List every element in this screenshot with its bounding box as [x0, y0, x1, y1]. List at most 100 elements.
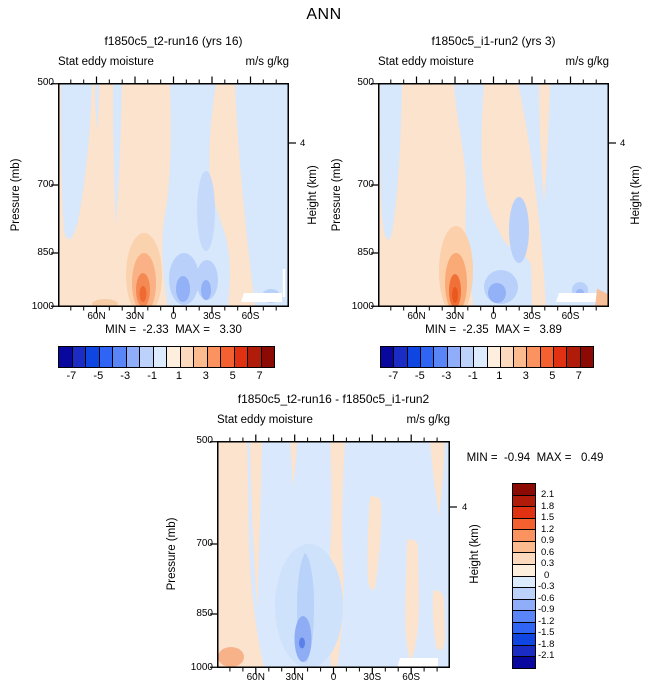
height-tick-label: 4: [620, 138, 626, 149]
y-tick-label: 700: [357, 179, 374, 190]
colorbar-diff: [512, 483, 536, 669]
colorbar-cell: [513, 541, 535, 554]
y-axis-title: Pressure (mb): [10, 158, 22, 232]
y-axis-title: Pressure (mb): [166, 517, 178, 591]
x-tick-label: 0: [330, 672, 337, 683]
colorbar-tick-label: 1: [175, 370, 182, 382]
colorbar-cell: [194, 347, 208, 367]
colorbar-cell: [580, 347, 593, 367]
panel-title-topleft: f1850c5_t2-run16 (yrs 16): [104, 34, 243, 48]
colorbar-cell: [567, 347, 581, 367]
contour-plot-diff: [210, 434, 457, 675]
antarctica-notch: [241, 293, 282, 302]
diff-colorbar-tick-label: -0.3: [538, 581, 555, 592]
x-tick-label: 30S: [203, 311, 221, 322]
colorbar-topright: [380, 346, 594, 368]
colorbar-cell: [72, 347, 86, 367]
height-tick-label: 4: [462, 502, 468, 513]
colorbar-topleft: [58, 346, 275, 368]
contour-field: [58, 83, 289, 307]
x-tick-label: 30S: [363, 672, 382, 683]
colorbar-cell: [113, 347, 127, 367]
colorbar-cell: [513, 530, 535, 542]
colorbar-cell: [474, 347, 488, 367]
panel-title-diff: f1850c5_t2-run16 - f1850c5_i1-run2: [237, 392, 430, 406]
negative-max-cell: [294, 553, 314, 663]
colorbar-cell: [540, 347, 555, 367]
colorbar-cell: [513, 599, 535, 612]
colorbar-tick-label: 7: [575, 370, 582, 382]
diff-colorbar-tick-label: 0: [544, 569, 550, 581]
colorbar-cell: [554, 347, 568, 367]
colorbar-cell: [500, 347, 515, 367]
units-label: m/s g/kg: [406, 414, 450, 426]
y-tick-label: 700: [196, 538, 213, 549]
diff-colorbar-tick-label: 2.1: [541, 489, 555, 500]
colorbar-cell: [434, 347, 448, 367]
colorbar-tick-label: 1: [496, 370, 503, 382]
colorbar-cell: [527, 347, 541, 367]
variable-label: Stat eddy moisture: [58, 56, 154, 68]
diff-colorbar-tick-label: 1.2: [541, 523, 555, 535]
x-tick-label: 0: [170, 311, 177, 322]
antarctica-notch: [556, 293, 598, 302]
colorbar-cell: [513, 588, 535, 600]
colorbar-tick-label: 5: [229, 370, 236, 382]
y-tick-label: 1000: [190, 662, 213, 673]
diff-colorbar-tick-label: 0.6: [541, 546, 555, 558]
x-tick-label: 30N: [285, 672, 304, 683]
y-tick-label: 500: [37, 77, 54, 88]
colorbar-cell: [248, 347, 262, 367]
colorbar-tick-label: -5: [93, 370, 104, 382]
diff-colorbar-tick-label: -1.5: [538, 627, 555, 638]
y-tick-label: 1000: [31, 301, 54, 312]
diff-colorbar-tick-label: -0.9: [538, 604, 555, 615]
x-tick-label: 0: [490, 311, 497, 322]
y-tick-label: 850: [357, 247, 374, 258]
y2-axis-title: Height (km): [630, 165, 642, 225]
y-tick-label: 500: [196, 435, 213, 446]
colorbar-cell: [513, 645, 535, 658]
colorbar-cell: [513, 622, 535, 635]
positive-max-cell: [439, 226, 473, 307]
colorbar-cell: [514, 347, 528, 367]
subtitle-row-topright: Stat eddy moisture m/s g/kg: [378, 56, 609, 68]
colorbar-cell: [407, 347, 421, 367]
colorbar-cell: [180, 347, 194, 367]
diff-colorbar-tick-label: 1.8: [541, 500, 555, 512]
contour-field: [217, 441, 450, 668]
colorbar-tick-label: -5: [414, 370, 425, 382]
units-label: m/s g/kg: [565, 56, 609, 68]
colorbar-tick-label: -7: [388, 370, 399, 382]
colorbar-cell: [381, 347, 395, 367]
units-label: m/s g/kg: [245, 56, 289, 68]
diff-colorbar-tick-label: 0.9: [541, 535, 555, 546]
y-tick-label: 700: [37, 179, 54, 190]
x-tick-label: 60S: [402, 672, 421, 683]
contour-field: [378, 83, 609, 307]
colorbar-cell: [140, 347, 154, 367]
x-tick-label: 30N: [125, 311, 145, 322]
y-axis-title: Pressure (mb): [331, 158, 343, 232]
colorbar-cell: [99, 347, 113, 367]
diff-colorbar-tick-label: 0.3: [541, 558, 555, 569]
colorbar-cell: [513, 507, 535, 519]
colorbar-cell: [394, 347, 408, 367]
contour-plot-topleft: [51, 76, 296, 314]
colorbar-tick-label: 5: [549, 370, 556, 382]
colorbar-cell: [167, 347, 181, 367]
colorbar-cell: [513, 564, 535, 577]
x-tick-label: 60S: [241, 311, 260, 322]
subtitle-row-diff: Stat eddy moisture m/s g/kg: [217, 414, 450, 426]
diff-colorbar-tick-label: 1.5: [541, 512, 555, 523]
colorbar-cell: [460, 347, 475, 367]
colorbar-cell: [261, 347, 274, 367]
y-tick-label: 500: [357, 77, 374, 88]
colorbar-cell: [221, 347, 235, 367]
x-tick-label: 30N: [445, 311, 465, 322]
colorbar-tick-label: 7: [256, 370, 263, 382]
x-tick-label: 60N: [407, 311, 426, 322]
colorbar-cell: [153, 347, 167, 367]
colorbar-cell: [513, 634, 535, 646]
